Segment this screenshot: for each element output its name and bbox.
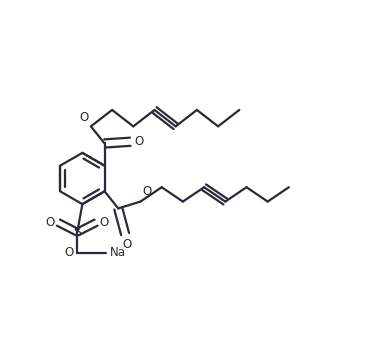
Text: O: O [99, 216, 109, 229]
Text: O: O [142, 185, 151, 198]
Text: O: O [79, 111, 88, 124]
Text: Na: Na [110, 246, 126, 259]
Text: O: O [46, 216, 55, 229]
Text: O: O [122, 238, 132, 251]
Text: O: O [64, 246, 73, 259]
Text: O: O [134, 135, 144, 148]
Text: S: S [73, 226, 81, 239]
